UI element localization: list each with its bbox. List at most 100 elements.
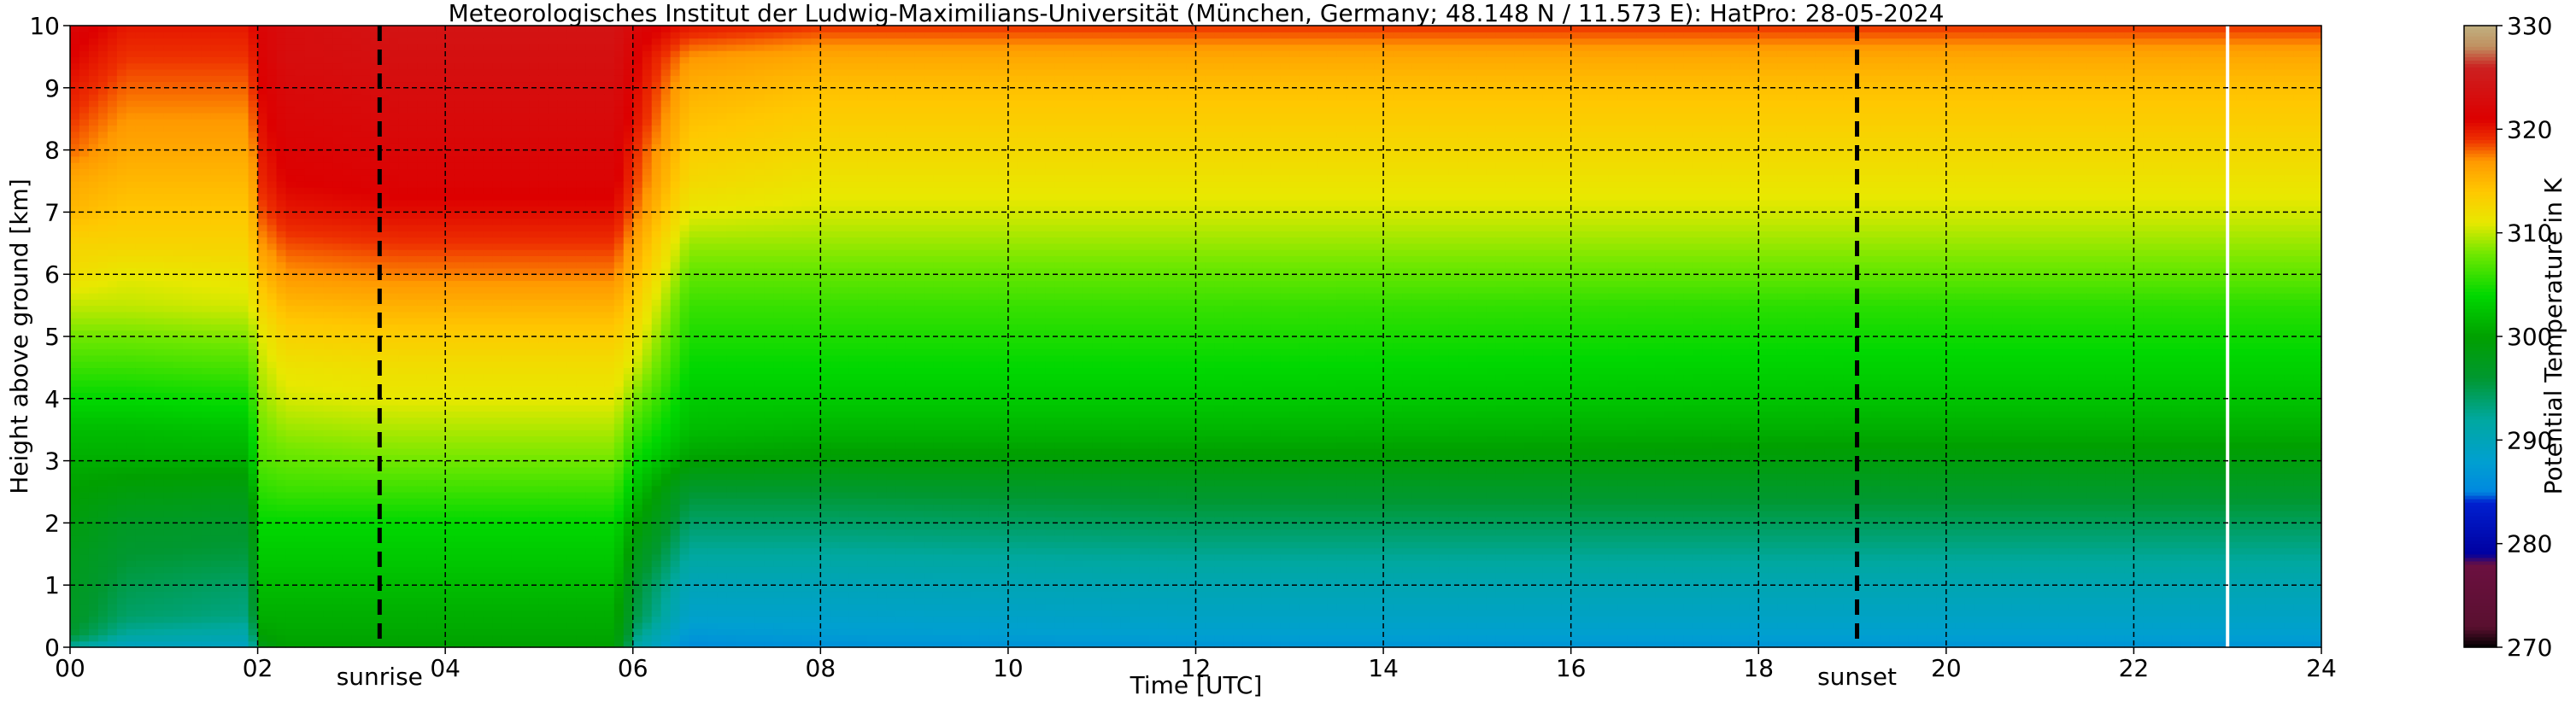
heatmap-cell — [314, 585, 325, 593]
heatmap-cell — [210, 330, 221, 337]
heatmap-cell — [379, 155, 390, 163]
heatmap-cell — [379, 94, 390, 101]
heatmap-cell — [116, 517, 127, 523]
heatmap-cell — [267, 212, 278, 219]
heatmap-cell — [314, 206, 325, 213]
heatmap-cell — [445, 460, 455, 468]
heatmap-cell — [285, 523, 296, 530]
heatmap-cell — [473, 112, 484, 120]
heatmap-cell — [191, 168, 202, 176]
heatmap-cell — [332, 131, 343, 138]
heatmap-cell — [88, 504, 99, 511]
heatmap-cell — [417, 38, 427, 45]
heatmap-cell — [520, 479, 531, 487]
heatmap-cell — [238, 492, 249, 499]
heatmap-cell — [116, 492, 127, 499]
heatmap-cell — [529, 187, 540, 195]
heatmap-cell — [238, 466, 249, 474]
heatmap-cell — [370, 441, 380, 449]
heatmap-cell — [210, 485, 221, 493]
heatmap-cell — [436, 628, 446, 636]
heatmap-cell — [351, 318, 361, 325]
heatmap-cell — [332, 336, 343, 343]
heatmap-cell — [285, 168, 296, 176]
heatmap-cell — [154, 517, 165, 523]
heatmap-cell — [163, 137, 174, 144]
heatmap-cell — [492, 616, 502, 623]
heatmap-cell — [267, 44, 278, 51]
heatmap-cell — [398, 299, 408, 307]
heatmap-cell — [408, 231, 418, 238]
heatmap-cell — [389, 261, 399, 269]
heatmap-cell — [511, 143, 521, 151]
heatmap-cell — [116, 274, 127, 282]
heatmap-cell — [210, 504, 221, 511]
heatmap-cell — [361, 299, 371, 307]
heatmap-cell — [492, 231, 502, 238]
heatmap-cell — [88, 640, 99, 648]
heatmap-cell — [464, 299, 474, 307]
heatmap-cell — [97, 305, 109, 313]
heatmap-cell — [210, 38, 221, 45]
heatmap-cell — [323, 305, 334, 313]
heatmap-cell — [229, 62, 240, 70]
heatmap-cell — [220, 137, 231, 144]
heatmap-cell — [229, 324, 240, 331]
heatmap-cell — [351, 286, 361, 294]
heatmap-cell — [332, 75, 343, 83]
heatmap-cell — [332, 100, 343, 108]
heatmap-cell — [436, 547, 446, 555]
heatmap-cell — [173, 81, 184, 89]
heatmap-cell — [408, 435, 418, 443]
heatmap-cell — [285, 75, 296, 83]
heatmap-cell — [70, 578, 80, 586]
heatmap-cell — [220, 342, 231, 350]
heatmap-cell — [398, 510, 408, 517]
heatmap-cell — [323, 466, 334, 474]
heatmap-cell — [135, 354, 146, 362]
heatmap-cell — [445, 280, 455, 288]
heatmap-cell — [342, 361, 352, 368]
heatmap-cell — [210, 119, 221, 126]
heatmap-cell — [455, 119, 465, 126]
heatmap-cell — [248, 441, 259, 449]
heatmap-cell — [126, 504, 137, 511]
heatmap-cell — [238, 181, 249, 188]
heatmap-cell — [88, 94, 99, 101]
heatmap-cell — [248, 187, 259, 195]
heatmap-cell — [389, 492, 399, 499]
heatmap-cell — [361, 541, 371, 549]
heatmap-cell — [304, 504, 315, 511]
heatmap-cell — [445, 44, 455, 51]
heatmap-cell — [182, 622, 193, 629]
heatmap-cell — [445, 318, 455, 325]
heatmap-cell — [370, 212, 380, 219]
heatmap-cell — [285, 311, 296, 318]
heatmap-cell — [238, 517, 249, 523]
heatmap-cell — [473, 523, 484, 530]
heatmap-cell — [502, 119, 512, 126]
heatmap-cell — [529, 529, 540, 536]
heatmap-cell — [408, 286, 418, 294]
heatmap-cell — [135, 255, 146, 263]
heatmap-cell — [464, 100, 474, 108]
heatmap-cell — [398, 498, 408, 505]
heatmap-cell — [276, 168, 287, 176]
heatmap-cell — [107, 578, 118, 586]
heatmap-cell — [529, 348, 540, 356]
heatmap-cell — [436, 106, 446, 114]
heatmap-cell — [276, 26, 287, 32]
heatmap-cell — [267, 498, 278, 505]
heatmap-cell — [191, 143, 202, 151]
heatmap-cell — [257, 143, 268, 151]
heatmap-cell — [492, 386, 502, 394]
heatmap-cell — [257, 330, 268, 337]
heatmap-cell — [191, 224, 202, 231]
heatmap-cell — [201, 242, 212, 250]
heatmap-cell — [220, 249, 231, 256]
heatmap-cell — [342, 354, 352, 362]
heatmap-cell — [436, 206, 446, 213]
heatmap-cell — [323, 348, 334, 356]
heatmap-cell — [191, 553, 202, 561]
heatmap-cell — [295, 237, 306, 244]
